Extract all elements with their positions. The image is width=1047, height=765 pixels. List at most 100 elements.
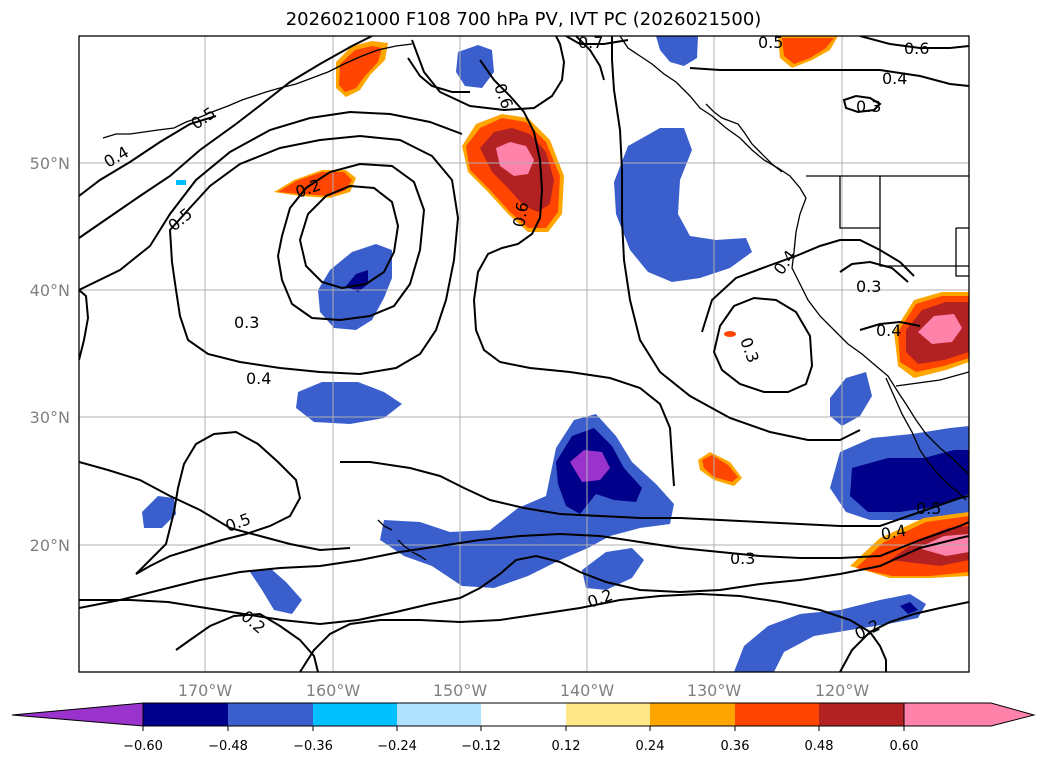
contour-04-nw [79, 115, 217, 197]
contour-04-mid-east [859, 320, 921, 331]
pv-contours [79, 36, 969, 672]
state-line-3 [955, 227, 969, 277]
lon-tick-label: 120°W [815, 681, 870, 700]
fill-175w-blue [142, 496, 176, 528]
lon-tick-label: 150°W [433, 681, 488, 700]
fill-dot-orange [724, 331, 736, 337]
contour-label: 0.5 [916, 499, 941, 518]
contour-04-big [79, 110, 463, 291]
colorbar-label: −0.24 [377, 739, 417, 754]
contour-02-low [175, 612, 319, 672]
alaska-peninsula [327, 43, 413, 73]
contour-05-west [79, 461, 351, 552]
contour-label: 0.4 [246, 369, 271, 388]
contour-02-bottom-right [839, 601, 969, 672]
contour-label: 0.7 [578, 33, 603, 52]
fill-145w-pink [496, 142, 534, 176]
contour-03-mid-r-loop [712, 296, 814, 393]
alaska-coast [619, 36, 807, 199]
ivt-filled-field [142, 36, 969, 672]
contour-02-bottom [299, 592, 887, 672]
fill-bc-blue [614, 128, 752, 282]
contour-west-edge [79, 289, 90, 361]
fill-se-navy [900, 602, 918, 614]
lat-tick-label: 50°N [30, 154, 70, 173]
hawaii-3 [411, 551, 427, 561]
lon-tick-label: 170°W [178, 681, 233, 700]
contour-07-top [565, 36, 629, 45]
contour-03-west-coast [839, 260, 909, 283]
contour-label: 0.3 [856, 97, 881, 116]
contour-top-right-03-loop [842, 94, 882, 114]
lon-tick-label: 140°W [560, 681, 615, 700]
lat-axis: 50°N 40°N 30°N 20°N [30, 154, 70, 555]
contour-label: 0.3 [856, 277, 881, 296]
contour-label: 0.4 [879, 521, 907, 544]
colorbar-label: −0.48 [208, 739, 248, 754]
colorbar-label: 0.60 [890, 739, 919, 754]
contour-label: 0.4 [876, 321, 901, 340]
contour-label: 0.5 [758, 33, 783, 52]
map-plot-area: 0.5 0.4 0.2 0.5 0.3 0.4 0.6 0.6 0.7 0.5 … [79, 33, 969, 672]
contour-03-loop [276, 162, 426, 322]
fill-165w-blue [250, 568, 302, 614]
map-frame [78, 35, 970, 673]
colorbar-label: 0.24 [636, 739, 665, 754]
fill-132w-red [702, 455, 738, 482]
contour-05-long [340, 461, 969, 527]
contour-05-nw [79, 36, 373, 239]
colorbar-extend-high [903, 702, 1036, 727]
state-line-2 [839, 176, 880, 229]
bc-coast [705, 103, 783, 173]
colorbar-label: −0.12 [461, 739, 501, 754]
fill-140w-purple [570, 450, 610, 482]
contour-05-inner [168, 134, 460, 376]
contour-top-right-06 [859, 36, 969, 49]
colorbar-swatch [481, 703, 566, 726]
fill-mex-navy [850, 450, 969, 512]
baja-coast [885, 377, 967, 501]
fill-cyan-dot [176, 180, 186, 185]
colorbar-label: −0.60 [123, 739, 163, 754]
colorbar-swatch [228, 703, 313, 726]
contour-label: 0.3 [730, 549, 755, 568]
contour-03-low [79, 535, 969, 626]
lon-tick-label: 130°W [687, 681, 742, 700]
contour-04-mid-r [701, 239, 915, 333]
colorbar-swatch [313, 703, 397, 726]
colorbar-label: 0.48 [805, 739, 834, 754]
colorbar-ticks [142, 726, 905, 731]
state-line-1 [879, 176, 969, 267]
fill-north-blue [656, 36, 698, 66]
us-mex-border [895, 371, 969, 387]
fill-aleutian-red [339, 46, 382, 92]
colorbar: −0.60 −0.48 −0.36 −0.24 −0.12 0.12 0.24 … [11, 702, 1036, 754]
fill-baja-blue [830, 372, 872, 426]
lat-tick-label: 20°N [30, 536, 70, 555]
graticule [79, 36, 969, 672]
colorbar-swatch [650, 703, 735, 726]
contour-label: 0.6 [904, 39, 929, 58]
colorbar-label: 0.12 [552, 739, 581, 754]
contour-upper-mid [575, 36, 605, 81]
contour-top-right-04 [689, 67, 969, 87]
contour-06-mid [472, 59, 675, 487]
contour-mid-small [407, 57, 470, 93]
hawaii-2 [397, 539, 411, 551]
fill-31n-blue [296, 382, 402, 424]
colorbar-swatch [819, 703, 904, 726]
colorbar-swatch [397, 703, 481, 726]
lat-tick-label: 30°N [30, 408, 70, 427]
contour-west-loop [135, 430, 302, 575]
colorbar-swatch [735, 703, 819, 726]
fill-goa-blue [456, 45, 494, 88]
colorbar-label: −0.36 [293, 739, 333, 754]
lat-tick-label: 40°N [30, 281, 70, 300]
contour-05-upper [79, 521, 969, 609]
contour-label: 0.4 [882, 69, 907, 88]
hawaii-1 [377, 519, 393, 531]
colorbar-extend-low [11, 702, 144, 727]
contour-02-loop [298, 184, 400, 290]
colorbar-frame [142, 702, 905, 727]
